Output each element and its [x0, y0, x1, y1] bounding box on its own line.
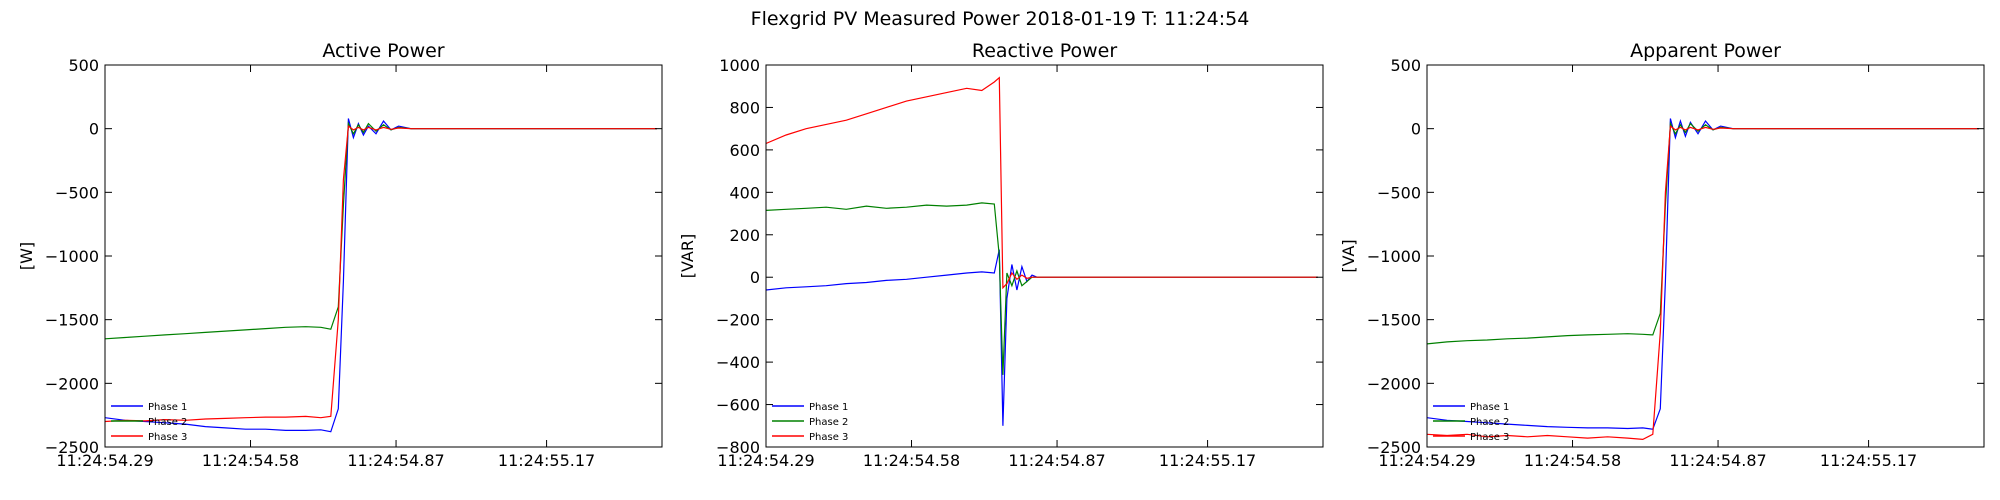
x-tick-label: 11:24:54.87	[1008, 451, 1105, 470]
plot-lines	[766, 76, 1318, 426]
chart-2: Reactive Power [VAR] 1000 800 600 400 200 0 −200…	[678, 40, 1324, 470]
x-tick-label: 11:24:54.29	[717, 451, 814, 470]
y-tick-label: 400	[729, 183, 760, 202]
series-line	[766, 76, 1318, 290]
legend: Phase 1 Phase 2 Phase 3	[111, 402, 187, 443]
legend-label: Phase 2	[148, 417, 187, 428]
chart-title: Reactive Power	[972, 40, 1117, 62]
legend: Phase 1 Phase 2 Phase 3	[1433, 402, 1509, 443]
chart-1: Active Power [W] 500 0 −500 −1000 −1500 −2000 −2…	[17, 40, 663, 470]
y-tick-label: −1500	[45, 311, 99, 330]
y-tick-label: −600	[716, 396, 760, 415]
y-tick-label: −500	[55, 183, 99, 202]
plot-frame	[1426, 64, 1985, 448]
chart-panels: Active Power[W]5000−500−1000−1500−2000−2…	[17, 40, 1985, 470]
chart-title: Active Power	[322, 40, 444, 62]
y-tick-label: −400	[716, 353, 760, 372]
series-line	[766, 249, 1318, 426]
plot-lines	[1427, 118, 1979, 441]
y-tick-label: −1500	[1367, 311, 1421, 330]
legend-label: Phase 2	[809, 417, 848, 428]
chart-title: Apparent Power	[1630, 40, 1781, 62]
series-line	[1427, 118, 1979, 430]
y-tick-label: 600	[729, 141, 760, 160]
y-tick-label: −2500	[1367, 438, 1421, 457]
y-tick-label: −500	[1377, 183, 1421, 202]
y-tick-label: −2000	[1367, 374, 1421, 393]
y-tick-label: −800	[716, 438, 760, 457]
legend-label: Phase 3	[809, 432, 848, 443]
x-tick-label: 11:24:54.58	[1524, 451, 1621, 470]
y-tick-label: 500	[1390, 56, 1421, 75]
series-line	[105, 121, 657, 340]
x-tick-label: 11:24:55.17	[1159, 451, 1256, 470]
plot-frame	[104, 64, 663, 448]
series-line	[105, 124, 657, 423]
y-tick-label: 0	[1411, 120, 1421, 139]
series-line	[1427, 124, 1979, 441]
y-tick-label: −2500	[45, 438, 99, 457]
y-axis-label: [VAR]	[678, 234, 697, 278]
y-tick-label: 1000	[719, 56, 760, 75]
y-tick-label: −2000	[45, 374, 99, 393]
y-tick-label: 500	[68, 56, 99, 75]
legend: Phase 1 Phase 2 Phase 3	[772, 402, 848, 443]
y-tick-label: 800	[729, 98, 760, 117]
y-tick-label: 200	[729, 226, 760, 245]
legend-label: Phase 1	[1470, 402, 1509, 413]
x-tick-label: 11:24:54.58	[202, 451, 299, 470]
series-line	[1427, 121, 1979, 345]
series-line	[105, 118, 657, 433]
legend-label: Phase 1	[809, 402, 848, 413]
y-tick-label: −1000	[45, 247, 99, 266]
x-tick-label: 11:24:55.17	[1820, 451, 1917, 470]
x-tick-label: 11:24:54.87	[347, 451, 444, 470]
chart-3: Apparent Power [VA] 500 0 −500 −1000 −1500 −200…	[1339, 40, 1985, 470]
y-tick-label: −1000	[1367, 247, 1421, 266]
x-tick-label: 11:24:54.58	[863, 451, 960, 470]
y-tick-label: 0	[89, 120, 99, 139]
x-tick-label: 11:24:55.17	[498, 451, 595, 470]
y-tick-label: 0	[750, 268, 760, 287]
legend-label: Phase 1	[148, 402, 187, 413]
legend-label: Phase 3	[148, 432, 187, 443]
figure-title: Flexgrid PV Measured Power 2018-01-19 T:…	[751, 8, 1250, 30]
series-line	[766, 202, 1318, 375]
y-axis-label: [VA]	[1339, 239, 1358, 272]
plot-frame	[765, 64, 1324, 448]
x-tick-label: 11:24:54.29	[1378, 451, 1475, 470]
y-axis-label: [W]	[17, 242, 36, 270]
plot-lines	[105, 118, 657, 433]
y-tick-label: −200	[716, 311, 760, 330]
x-tick-label: 11:24:54.87	[1669, 451, 1766, 470]
x-tick-label: 11:24:54.29	[56, 451, 153, 470]
legend-label: Phase 3	[1470, 432, 1509, 443]
legend-label: Phase 2	[1470, 417, 1509, 428]
